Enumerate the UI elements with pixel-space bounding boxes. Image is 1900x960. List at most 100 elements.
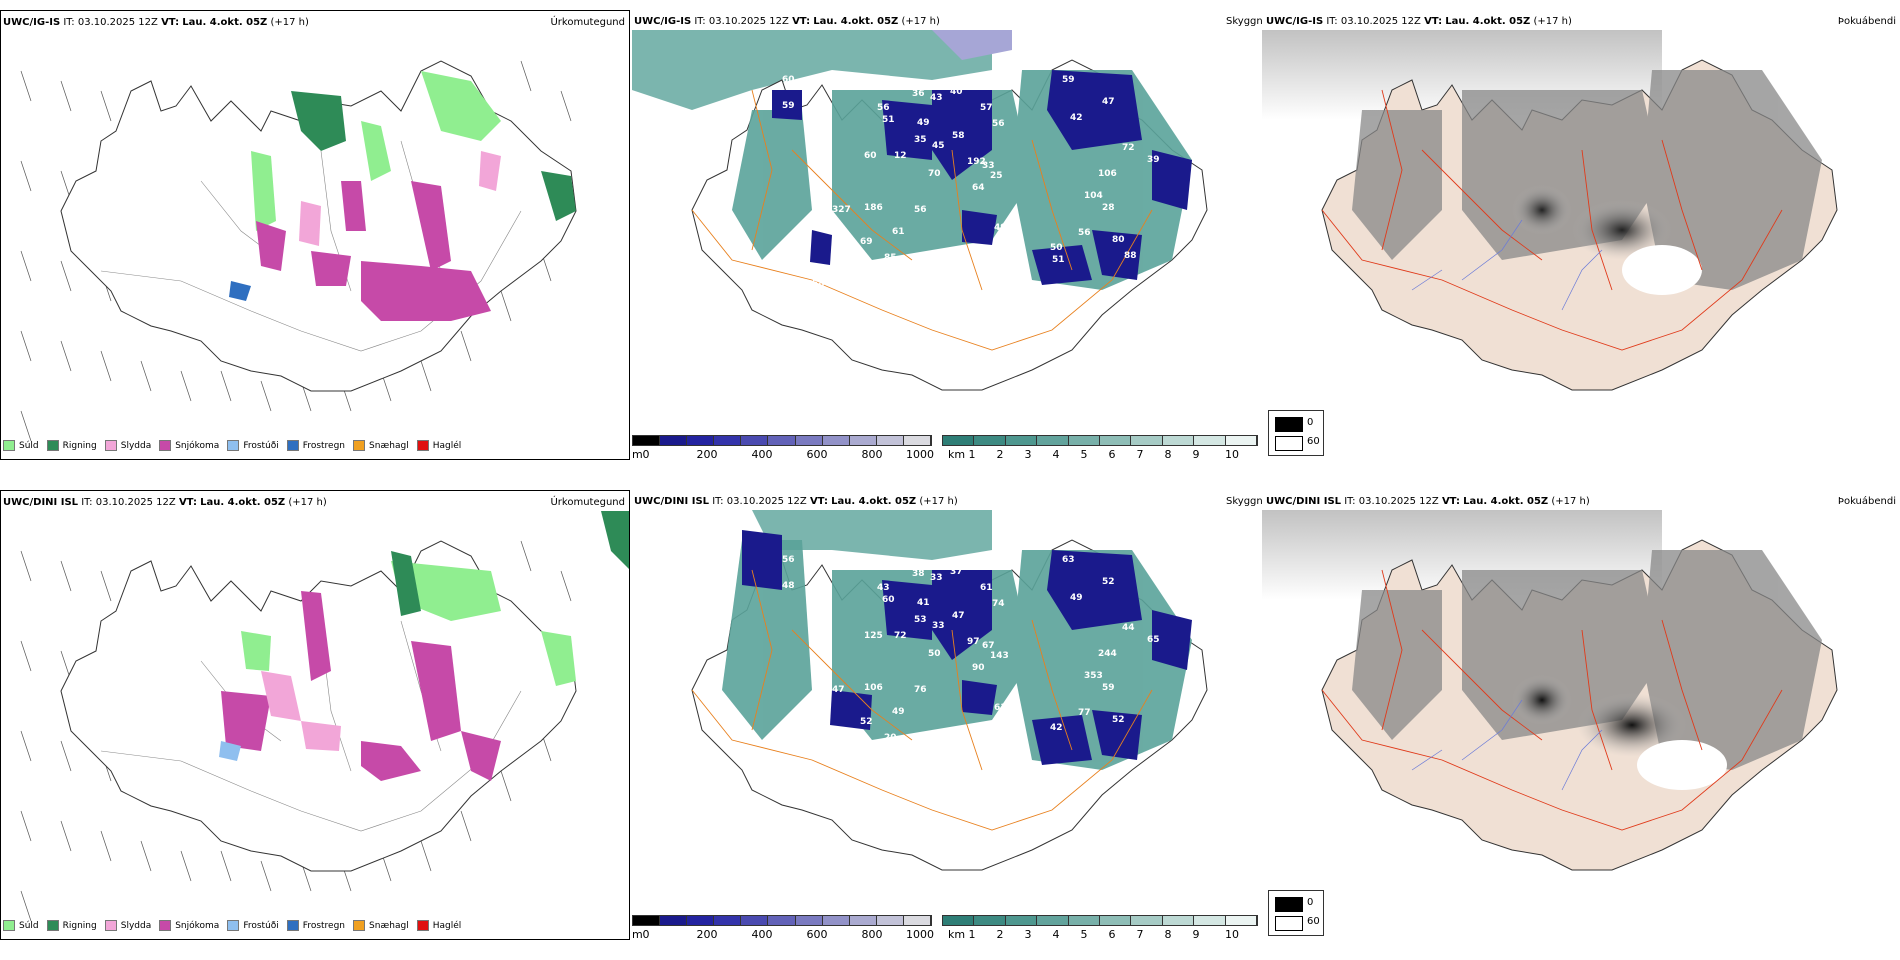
panel-title: Úrkomutegund bbox=[550, 497, 625, 508]
tick-label: 1 bbox=[968, 448, 976, 460]
visibility-value-label: 61 bbox=[994, 703, 1007, 713]
visibility-value-label: 33 bbox=[930, 573, 943, 583]
visibility-value-label: 76 bbox=[914, 685, 927, 695]
visibility-value-label: 64 bbox=[972, 183, 985, 193]
visibility-value-label: 51 bbox=[882, 115, 895, 125]
visibility-value-label: 192 bbox=[967, 157, 986, 167]
legend-swatch-white bbox=[1275, 916, 1303, 931]
elevation-unit: m bbox=[632, 448, 643, 460]
tick-label: 6 bbox=[1108, 448, 1116, 460]
legend-item: Haglél bbox=[416, 920, 461, 931]
visibility-value-label: 106 bbox=[864, 683, 883, 693]
visibility-value-label: 57 bbox=[980, 103, 993, 113]
visibility-value-label: 60 bbox=[882, 595, 895, 605]
visibility-value-label: 67 bbox=[982, 641, 995, 651]
visibility-value-label: 58 bbox=[812, 279, 825, 289]
tick-label: 3 bbox=[1024, 448, 1032, 460]
visibility-value-label: 45 bbox=[932, 141, 945, 151]
wind-barbs bbox=[20, 540, 572, 921]
visibility-value-label: 77 bbox=[1078, 708, 1091, 718]
precip-map bbox=[20, 60, 577, 441]
fog-map bbox=[1262, 510, 1838, 871]
precip-legend: Súld Rigning Slydda Snjókoma Frostúði Fr… bbox=[3, 440, 461, 451]
visibility-value-label: 61 bbox=[892, 227, 905, 237]
precip-fields bbox=[219, 551, 576, 781]
visibility-value-label: 244 bbox=[1098, 649, 1117, 659]
tick-label: 6 bbox=[1108, 928, 1116, 940]
visibility-value-label: 51 bbox=[1052, 255, 1065, 265]
visibility-value-label: 72 bbox=[894, 631, 907, 641]
tick-label: 5 bbox=[1080, 928, 1088, 940]
visibility-value-label: 56 bbox=[992, 119, 1005, 129]
elevation-colorbar-bar bbox=[632, 435, 932, 446]
tick-label: 200 bbox=[696, 928, 718, 940]
panel-header: UWC/IG-IS IT: 03.10.2025 12Z VT: Lau. 4.… bbox=[3, 17, 309, 28]
visibility-value-label: 41 bbox=[917, 598, 930, 608]
fog-index-panel-top: UWC/IG-IS IT: 03.10.2025 12Z VT: Lau. 4.… bbox=[1262, 10, 1900, 460]
tick-label: 2 bbox=[996, 928, 1004, 940]
visibility-value-label: 38 bbox=[912, 569, 925, 579]
visibility-value-label: 125 bbox=[864, 631, 883, 641]
tick-label: 1000 bbox=[906, 928, 934, 940]
visibility-value-label: 35 bbox=[914, 135, 927, 145]
panel-header: UWC/DINI ISL IT: 03.10.2025 12Z VT: Lau.… bbox=[1266, 496, 1590, 507]
tick-label: 2 bbox=[996, 448, 1004, 460]
legend-item: Snæhagl bbox=[353, 440, 409, 451]
tick-label: 800 bbox=[861, 448, 883, 460]
visibility-value-label: 49 bbox=[1070, 593, 1083, 603]
panel-header: UWC/IG-IS IT: 03.10.2025 12Z VT: Lau. 4.… bbox=[1266, 16, 1572, 27]
visibility-colorbar-bar bbox=[942, 915, 1258, 926]
visibility-unit: km bbox=[948, 448, 966, 460]
panel-header: UWC/DINI ISL IT: 03.10.2025 12Z VT: Lau.… bbox=[3, 497, 327, 508]
roads bbox=[691, 89, 1153, 351]
visibility-colorbar: km 1 2 3 4 5 6 7 8 9 10 bbox=[942, 915, 1258, 940]
legend-item: Frostúði bbox=[227, 440, 279, 451]
legend-value: 60 bbox=[1307, 916, 1320, 927]
visibility-map: 60 59 56 51 36 43 40 41 59 42 47 49 57 56 35 45 58 33 72 39… bbox=[632, 30, 1208, 391]
visibility-value-label: 36 bbox=[912, 89, 925, 99]
legend-item: Frostúði bbox=[227, 920, 279, 931]
legend-item: Snjókoma bbox=[159, 440, 219, 451]
tick-label: 8 bbox=[1164, 928, 1172, 940]
legend-value: 0 bbox=[1307, 417, 1314, 428]
visibility-value-label: 50 bbox=[1050, 243, 1063, 253]
visibility-value-label: 33 bbox=[982, 161, 995, 171]
iceland-outline bbox=[60, 540, 577, 872]
fog-index-panel-bottom: UWC/DINI ISL IT: 03.10.2025 12Z VT: Lau.… bbox=[1262, 490, 1900, 940]
visibility-value-label: 59 bbox=[1062, 75, 1075, 85]
visibility-value-label: 50 bbox=[928, 649, 941, 659]
tick-label: 4 bbox=[1052, 448, 1060, 460]
visibility-panel-bottom: UWC/DINI ISL IT: 03.10.2025 12Z VT: Lau.… bbox=[632, 490, 1262, 940]
tick-label: 1 bbox=[968, 928, 976, 940]
visibility-value-label: 56 bbox=[1078, 228, 1091, 238]
wind-barbs bbox=[20, 60, 572, 441]
visibility-value-label: 20 bbox=[884, 733, 897, 743]
value-labels: 56 48 43 60 38 33 37 50 63 49 52 41 61 74 53 33 47 67 44 65… bbox=[782, 555, 1160, 760]
legend-item: Haglél bbox=[416, 440, 461, 451]
legend-item: Súld bbox=[3, 440, 39, 451]
precip-fields bbox=[229, 71, 576, 321]
legend-swatch-black bbox=[1275, 897, 1303, 912]
visibility-value-label: 12 bbox=[894, 151, 907, 161]
panel-title: Úrkomutegund bbox=[550, 17, 625, 28]
tick-label: 800 bbox=[861, 928, 883, 940]
visibility-value-label: 56 bbox=[877, 103, 890, 113]
legend-item: Frostregn bbox=[286, 440, 345, 451]
visibility-colorbar: km 1 2 3 4 5 6 7 8 9 10 bbox=[942, 435, 1258, 460]
visibility-value-label: 327 bbox=[832, 205, 851, 215]
visibility-value-label: 74 bbox=[992, 599, 1005, 609]
legend-value: 60 bbox=[1307, 436, 1320, 447]
visibility-value-label: 49 bbox=[994, 223, 1007, 233]
tick-label: 5 bbox=[1080, 448, 1088, 460]
legend-value: 0 bbox=[1307, 897, 1314, 908]
visibility-value-label: 28 bbox=[1102, 203, 1115, 213]
tick-label: 400 bbox=[751, 928, 773, 940]
legend-item: Rigning bbox=[46, 440, 97, 451]
visibility-value-label: 43 bbox=[930, 93, 943, 103]
tick-label: 200 bbox=[696, 448, 718, 460]
legend-item: Súld bbox=[3, 920, 39, 931]
visibility-value-label: 97 bbox=[967, 637, 980, 647]
tick-label: 9 bbox=[1192, 928, 1200, 940]
visibility-value-label: 58 bbox=[952, 131, 965, 141]
value-labels: 60 59 56 51 36 43 40 41 59 42 47 49 57 56 35 45 58 33 72 39… bbox=[782, 75, 1160, 289]
